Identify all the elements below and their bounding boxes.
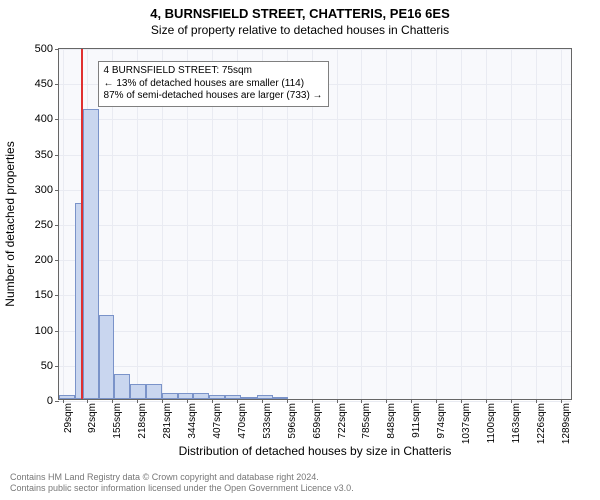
x-tick-label: 1100sqm [486, 403, 497, 443]
histogram-bar [59, 395, 75, 399]
y-tick-label: 250 [35, 219, 53, 231]
histogram-bar [225, 395, 241, 399]
x-tick-label: 848sqm [386, 403, 397, 439]
annotation-line: ← 13% of detached houses are smaller (11… [104, 78, 323, 91]
x-tick-label: 1163sqm [511, 403, 522, 443]
y-tick-label: 350 [35, 149, 53, 161]
x-tick-label: 659sqm [312, 403, 323, 439]
annotation-box: 4 BURNSFIELD STREET: 75sqm← 13% of detac… [98, 61, 329, 107]
x-tick-label: 1226sqm [536, 403, 547, 444]
plot-area: 05010015020025030035040045050029sqm92sqm… [58, 48, 572, 400]
x-tick-label: 92sqm [87, 403, 98, 433]
y-tick-label: 50 [41, 360, 53, 372]
y-tick-label: 150 [35, 289, 53, 301]
marker-line [81, 49, 83, 399]
x-tick-label: 1037sqm [461, 403, 472, 444]
x-tick-label: 1289sqm [561, 403, 572, 444]
x-tick-label: 155sqm [112, 403, 123, 439]
histogram-bar [273, 397, 289, 399]
x-tick-label: 407sqm [212, 403, 223, 439]
histogram-bar [83, 109, 99, 399]
y-tick-label: 0 [47, 395, 53, 407]
footer-attribution: Contains HM Land Registry data © Crown c… [10, 472, 354, 495]
y-tick-label: 100 [35, 325, 53, 337]
title-main: 4, BURNSFIELD STREET, CHATTERIS, PE16 6E… [0, 0, 600, 21]
footer-line2: Contains public sector information licen… [10, 483, 354, 494]
histogram-bar [162, 393, 178, 399]
x-tick-label: 785sqm [361, 403, 372, 439]
x-tick-label: 344sqm [187, 403, 198, 439]
x-tick-label: 596sqm [287, 403, 298, 439]
x-tick-label: 470sqm [237, 403, 248, 439]
y-tick-label: 300 [35, 184, 53, 196]
chart: 05010015020025030035040045050029sqm92sqm… [58, 48, 572, 400]
footer-line1: Contains HM Land Registry data © Crown c… [10, 472, 354, 483]
histogram-bar [209, 395, 225, 399]
x-tick-label: 29sqm [63, 403, 74, 433]
histogram-bar [178, 393, 194, 399]
x-tick-label: 281sqm [162, 403, 173, 439]
x-tick-label: 974sqm [436, 403, 447, 439]
y-tick-label: 400 [35, 113, 53, 125]
annotation-line: 4 BURNSFIELD STREET: 75sqm [104, 65, 323, 78]
histogram-bar [193, 393, 209, 399]
x-tick-label: 218sqm [137, 403, 148, 439]
y-tick-label: 200 [35, 254, 53, 266]
histogram-bar [257, 395, 273, 399]
x-tick-label: 533sqm [262, 403, 273, 439]
y-tick-label: 500 [35, 43, 53, 55]
histogram-bar [146, 384, 162, 399]
annotation-line: 87% of semi-detached houses are larger (… [104, 90, 323, 103]
y-axis-label: Number of detached properties [3, 141, 17, 306]
histogram-bar [99, 315, 115, 399]
y-tick-label: 450 [35, 78, 53, 90]
x-tick-label: 911sqm [411, 403, 422, 438]
histogram-bar [114, 374, 130, 399]
title-sub: Size of property relative to detached ho… [0, 21, 600, 37]
x-axis-label: Distribution of detached houses by size … [58, 444, 572, 458]
x-tick-label: 722sqm [337, 403, 348, 439]
histogram-bar [130, 384, 146, 399]
histogram-bar [241, 397, 257, 399]
